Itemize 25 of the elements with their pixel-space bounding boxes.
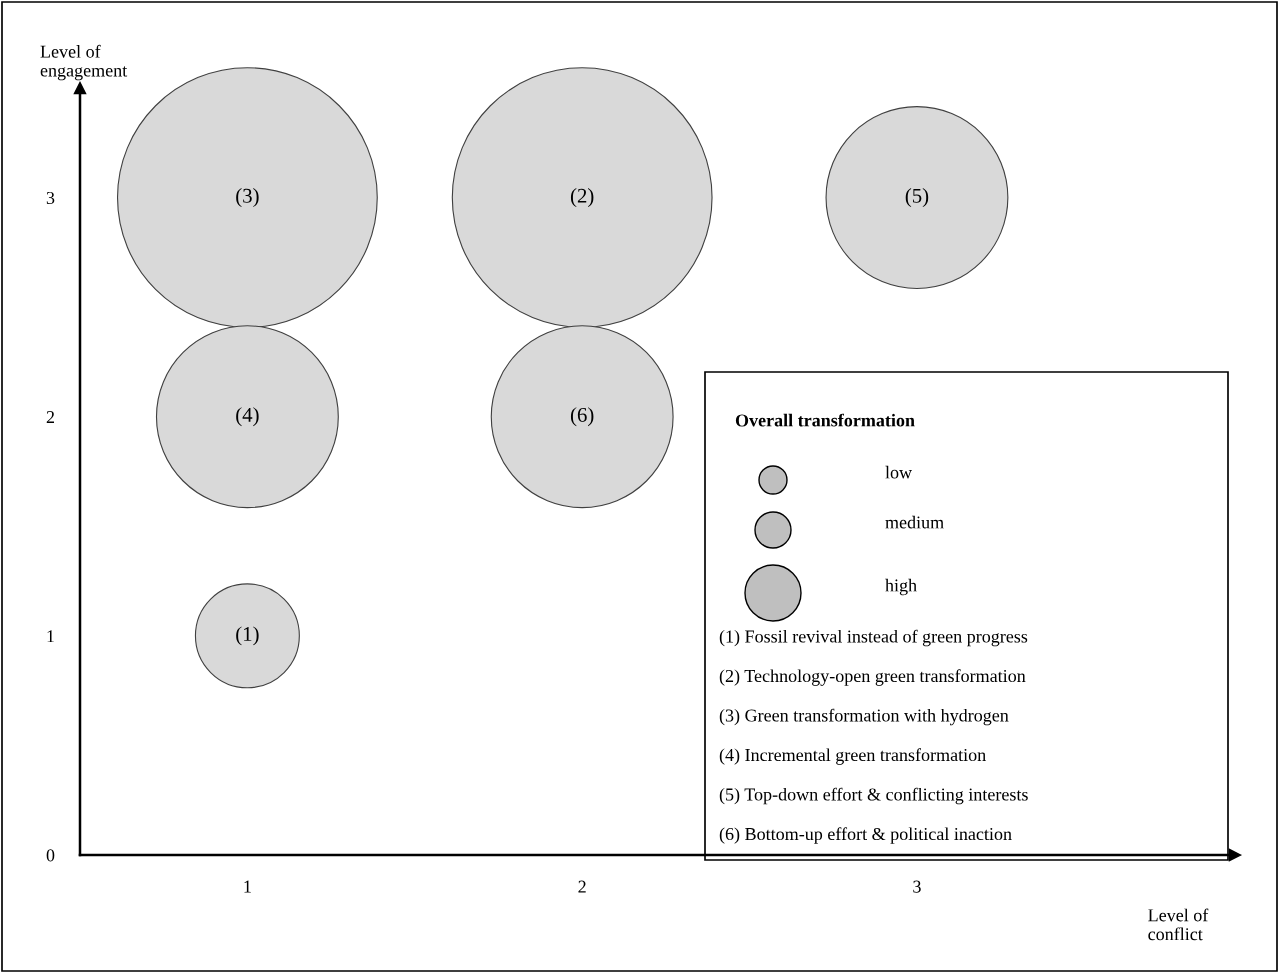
annotation: (4) Incremental green transformation <box>719 748 986 765</box>
x-tick-label: 3 <box>913 880 921 893</box>
series-label: (3) <box>236 188 259 208</box>
x-axis-title: Level of conflict <box>1148 908 1209 941</box>
annotation: (1) Fossil revival instead of green progress <box>719 629 1028 647</box>
annotation: (3) Green transformation with hydrogen <box>719 708 1009 726</box>
series-label: (4) <box>236 407 259 427</box>
series-label: (2) <box>570 188 594 208</box>
y-axis-title: Level of engagement <box>40 44 128 81</box>
y-tick-label: 3 <box>46 191 55 205</box>
annotation: low <box>885 465 912 479</box>
x-tick-label: 2 <box>578 880 586 893</box>
series-label: (1) <box>236 626 259 646</box>
annotation: (2) Technology-open green transformation <box>719 669 1026 686</box>
y-tick-label: 0 <box>46 849 55 862</box>
annotation: (6) Bottom-up effort & political inaction <box>719 827 1012 844</box>
series-label: (5) <box>905 188 929 208</box>
y-tick-label: 1 <box>47 630 54 643</box>
annotation: (5) Top-down effort & conflicting interests <box>719 787 1028 805</box>
series-label: (6) <box>570 407 594 427</box>
annotation: Overall transformation <box>735 413 915 427</box>
annotation: medium <box>885 515 944 529</box>
y-tick-label: 2 <box>46 411 54 423</box>
x-tick-label: 1 <box>244 880 251 893</box>
annotation: high <box>885 578 917 596</box>
